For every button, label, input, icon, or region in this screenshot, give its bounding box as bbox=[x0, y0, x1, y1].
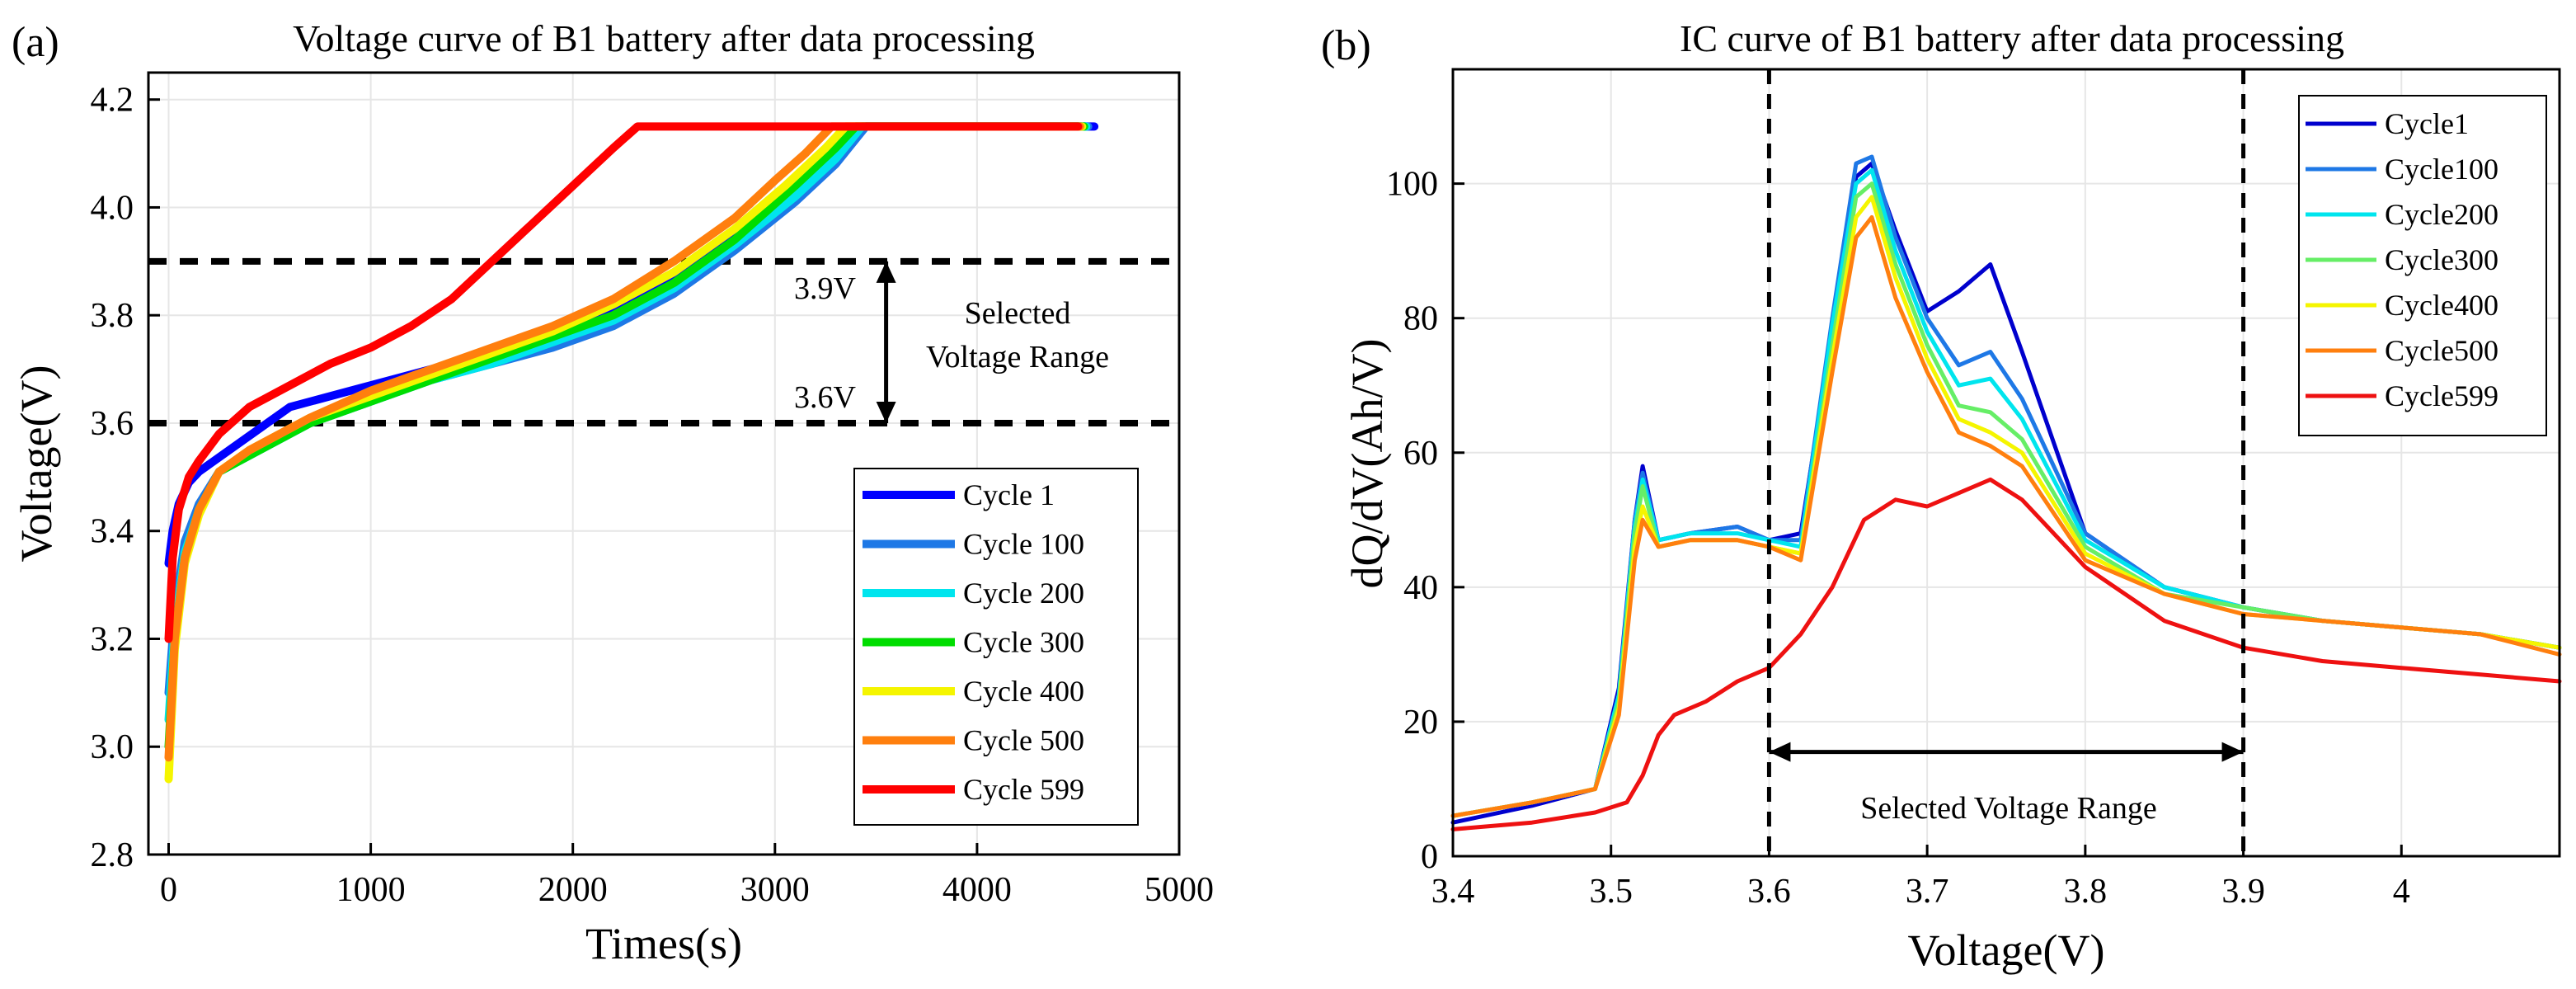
y-tick-label: 3.8 bbox=[91, 297, 134, 335]
y-tick-label: 4.0 bbox=[91, 189, 134, 227]
panel-a-range-arrow-head-end bbox=[876, 401, 896, 423]
y-tick-label: 3.6 bbox=[91, 405, 134, 443]
panel-b-range-arrow bbox=[1769, 742, 2244, 762]
panel-a-legend-box bbox=[853, 468, 1139, 826]
x-tick-label: 3.9 bbox=[2221, 873, 2265, 911]
series-line-cycle599 bbox=[164, 122, 1083, 643]
x-tick-label: 3.4 bbox=[1431, 873, 1475, 911]
panel-a-ylabel: Voltage(V) bbox=[12, 365, 61, 563]
panel-b-range-arrow-head-start bbox=[1769, 742, 1791, 762]
panel-b-plot-frame bbox=[1451, 68, 2561, 858]
panel-a-legend: Cycle 1 Cycle 100 Cycle 200 Cycle 300 Cycle … bbox=[853, 468, 1139, 826]
panel-b-range-arrow-head-end bbox=[2221, 742, 2244, 762]
panel-a-range-arrow bbox=[876, 261, 896, 423]
y-tick-label: 3.4 bbox=[91, 513, 134, 551]
panel-a-series bbox=[164, 122, 1099, 784]
y-tick-label: 60 bbox=[1403, 435, 1438, 473]
panel-b-legend-box bbox=[2298, 95, 2547, 436]
legend-label: Cycle300 bbox=[2385, 243, 2498, 276]
y-tick-label: 3.2 bbox=[91, 620, 134, 658]
x-tick-label: 1000 bbox=[336, 871, 406, 909]
panel-b-label: (b) bbox=[1321, 22, 1371, 69]
panel-a: (a) Voltage curve of B1 battery after da… bbox=[12, 17, 1214, 968]
y-tick-label: 3.0 bbox=[91, 728, 134, 766]
x-tick-label: 2000 bbox=[538, 871, 608, 909]
series-line-cycle300 bbox=[1450, 181, 2562, 818]
x-tick-label: 3.7 bbox=[1906, 873, 1949, 911]
panel-a-ticks: 0 1000 2000 3000 4000 5000 2.8 3.0 3.2 3.4 3.6 3.8 4… bbox=[91, 82, 1215, 909]
panel-a-label: (a) bbox=[12, 19, 59, 66]
panel-a-title: Voltage curve of B1 battery after data p… bbox=[293, 17, 1035, 59]
panel-a-annotation-line1: Selected bbox=[965, 296, 1071, 331]
y-tick-label: 0 bbox=[1421, 838, 1438, 876]
panel-a-ref-label-lower: 3.6V bbox=[794, 380, 857, 415]
panel-a-plot-frame bbox=[147, 71, 1181, 856]
panel-b: (b) IC curve of B1 battery after data pr… bbox=[1321, 17, 2562, 975]
x-tick-label: 4 bbox=[2393, 873, 2410, 911]
legend-label: Cycle 200 bbox=[963, 577, 1084, 610]
x-tick-label: 0 bbox=[160, 871, 177, 909]
legend-label: Cycle 599 bbox=[963, 773, 1084, 806]
x-tick-label: 5000 bbox=[1145, 871, 1214, 909]
legend-label: Cycle 100 bbox=[963, 528, 1084, 561]
x-tick-label: 3000 bbox=[740, 871, 810, 909]
legend-label: Cycle1 bbox=[2385, 107, 2469, 140]
panel-a-ref-label-upper: 3.9V bbox=[794, 271, 857, 306]
x-tick-label: 3.6 bbox=[1747, 873, 1791, 911]
y-tick-label: 40 bbox=[1403, 569, 1438, 607]
legend-label: Cycle100 bbox=[2385, 153, 2498, 186]
legend-label: Cycle 500 bbox=[963, 724, 1084, 757]
panel-b-title: IC curve of B1 battery after data proces… bbox=[1680, 17, 2344, 59]
series-line-cycle500 bbox=[164, 122, 1084, 762]
panel-b-annotation: Selected Voltage Range bbox=[1860, 791, 2157, 826]
legend-label: Cycle400 bbox=[2385, 289, 2498, 322]
y-tick-label: 80 bbox=[1403, 300, 1438, 338]
x-tick-label: 4000 bbox=[942, 871, 1012, 909]
panel-b-ylabel: dQ/dV(Ah/V) bbox=[1342, 339, 1392, 589]
legend-label: Cycle500 bbox=[2385, 334, 2498, 367]
panel-b-xlabel: Voltage(V) bbox=[1908, 925, 2105, 975]
legend-label: Cycle 1 bbox=[963, 478, 1055, 511]
panel-a-annotation-line2: Voltage Range bbox=[926, 340, 1109, 374]
y-tick-label: 100 bbox=[1386, 166, 1438, 204]
x-tick-label: 3.5 bbox=[1589, 873, 1633, 911]
legend-label: Cycle200 bbox=[2385, 198, 2498, 231]
x-tick-label: 3.8 bbox=[2064, 873, 2108, 911]
legend-label: Cycle 300 bbox=[963, 626, 1084, 659]
panel-a-range-arrow-head-start bbox=[876, 261, 896, 283]
series-line-cycle500 bbox=[1450, 214, 2562, 818]
y-tick-label: 4.2 bbox=[91, 82, 134, 120]
y-tick-label: 2.8 bbox=[91, 836, 134, 874]
panel-b-legend: Cycle1 Cycle100 Cycle200 Cycle300 Cycle400 Cy… bbox=[2298, 95, 2547, 436]
legend-label: Cycle 400 bbox=[963, 675, 1084, 708]
legend-label: Cycle599 bbox=[2385, 379, 2498, 412]
panel-b-reference-lines bbox=[1766, 69, 2246, 856]
y-tick-label: 20 bbox=[1403, 704, 1438, 742]
panel-a-xlabel: Times(s) bbox=[585, 919, 742, 968]
